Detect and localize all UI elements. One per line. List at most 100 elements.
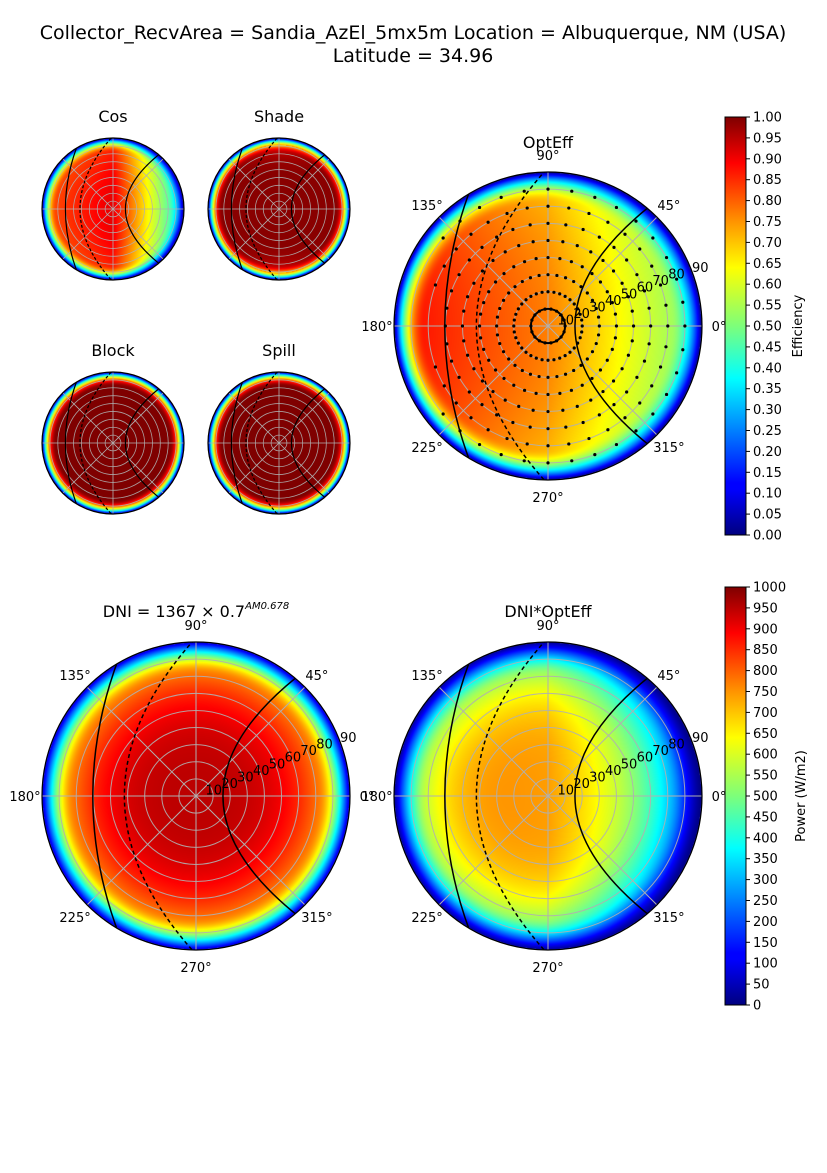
opteff-sample-point [597,413,601,417]
opteff-sample-point [558,292,562,296]
opteff-sample-point [433,283,438,287]
eff-colorbar-tick-label: 0.10 [753,487,782,502]
opteff-sample-point [457,375,461,379]
opteff-sample-point [495,324,499,328]
opteff-sample-point [606,428,610,432]
opteff-sample-point [597,324,601,328]
opteff-sample-point [472,367,476,371]
dni-plot-outline [41,641,351,951]
opteff-sample-point [525,206,529,210]
figure-title-line2: Latitude = 34.96 [333,45,494,67]
spill-equinox-sun-path [245,372,281,514]
opteff-sample-point [511,227,515,232]
dni_opteff-angle-tick-180: 180° [361,790,392,805]
opteff-sample-point [469,416,473,420]
opteff-sample-point [558,356,562,360]
eff-colorbar-tick-label: 0.60 [753,278,782,293]
power-colorbar-tick-label: 100 [753,957,778,972]
opteff-sample-point [598,280,603,284]
opteff-sample-point [642,289,647,293]
opteff-sample-point [454,247,458,251]
opteff-sample-point [460,324,465,328]
dni-plot-title: DNI = 1367 × 0.7AM0.678 [103,601,289,621]
opteff-sample-point [635,273,639,277]
opteff-sample-point [585,357,589,361]
opteff-sample-point [503,250,507,254]
dni-grid-spoke-135 [86,686,197,797]
opteff-sample-point [598,368,603,372]
eff-colorbar-tick-label: 1.00 [753,111,782,126]
opteff-sample-point [642,359,647,363]
cos-plot-outline [41,137,185,281]
opteff-sample-point [507,291,511,295]
cos-winter-sun-path [64,138,81,280]
opteff-sample-point [569,260,574,264]
opteff-sample-point [487,290,491,294]
opteff-sample-point [445,342,449,346]
dni_opteff-angle-tick-0: 0° [712,790,727,805]
opteff-sample-point [482,347,486,352]
opteff-grid-spoke-225 [438,325,549,436]
block-equinox-sun-path [79,372,115,514]
opteff-sample-point [480,403,484,407]
opteff-sample-point [442,384,446,388]
opteff-angle-tick-180: 180° [361,320,392,335]
cos-plot-title: Cos [98,107,127,126]
opteff-radial-tick-30: 30 [589,300,606,315]
eff-colorbar-tick-label: 0.65 [753,257,782,272]
opteff-sample-point [664,255,669,260]
dni-angle-tick-225: 225° [59,911,90,926]
eff-colorbar-tick-label: 0.15 [753,466,782,481]
opteff-radial-tick-90: 90 [692,261,709,276]
opteff-sample-point [620,367,624,371]
opteff-sample-point [638,401,642,405]
opteff-sample-point [647,306,651,310]
opteff-sample-point [507,357,511,361]
opteff-sample-point [561,240,565,244]
opteff-sample-point [520,279,524,284]
figure-title-line1: Collector_RecvArea = Sandia_AzEl_5mx5m L… [40,22,787,44]
opteff-grid-spoke-315 [547,325,658,436]
dni-radial-tick-90: 90 [340,731,357,746]
opteff-sample-point [575,404,579,408]
power-colorbar-tick-label: 500 [753,790,778,805]
eff-colorbar-tick-label: 0.50 [753,320,782,335]
opteff-angle-tick-90: 90° [536,149,559,164]
opteff-sample-point [563,354,567,358]
dni_opteff-radial-tick-40: 40 [605,764,622,779]
opteff-sample-point [540,358,544,362]
opteff-sample-point [664,392,669,397]
block-summer-sun-path [125,375,178,511]
opteff-sample-point [579,363,583,367]
opteff-sample-point [623,232,627,236]
opteff-sample-point [516,341,520,345]
opteff-sample-point [458,219,462,223]
opteff-sample-point [552,358,556,362]
eff-colorbar-tick-label: 0.20 [753,445,782,460]
dni-grid-spoke-45 [195,686,306,797]
opteff-sample-point [664,345,668,349]
power-colorbar-tick-label: 850 [753,643,778,658]
opteff-sample-point [449,359,454,363]
opteff-sample-point [501,298,506,302]
opteff-sample-point [658,365,663,369]
power-colorbar-tick-label: 800 [753,664,778,679]
dni_opteff-grid-spoke-315 [547,795,658,906]
opteff-sample-point [495,413,499,417]
opteff-sample-point [612,245,616,249]
opteff-sample-point [480,269,485,273]
opteff-sample-point [594,306,598,311]
opteff-sample-point [525,442,529,446]
spill-polar-plot: Spill [207,341,351,515]
opteff-sample-point [511,420,515,425]
opteff-angle-tick-135: 135° [411,199,442,214]
opteff-sample-point [635,375,639,379]
eff-colorbar-tick-label: 0.75 [753,215,782,230]
power-colorbar-tick-label: 700 [753,706,778,721]
opteff-sample-point [546,461,550,465]
power-colorbar-tick-label: 1000 [753,581,786,596]
opteff-sample-point [520,368,524,373]
opteff-sample-point [658,283,663,287]
opteff-sample-point [516,307,520,311]
opteff-sample-point [605,290,609,294]
